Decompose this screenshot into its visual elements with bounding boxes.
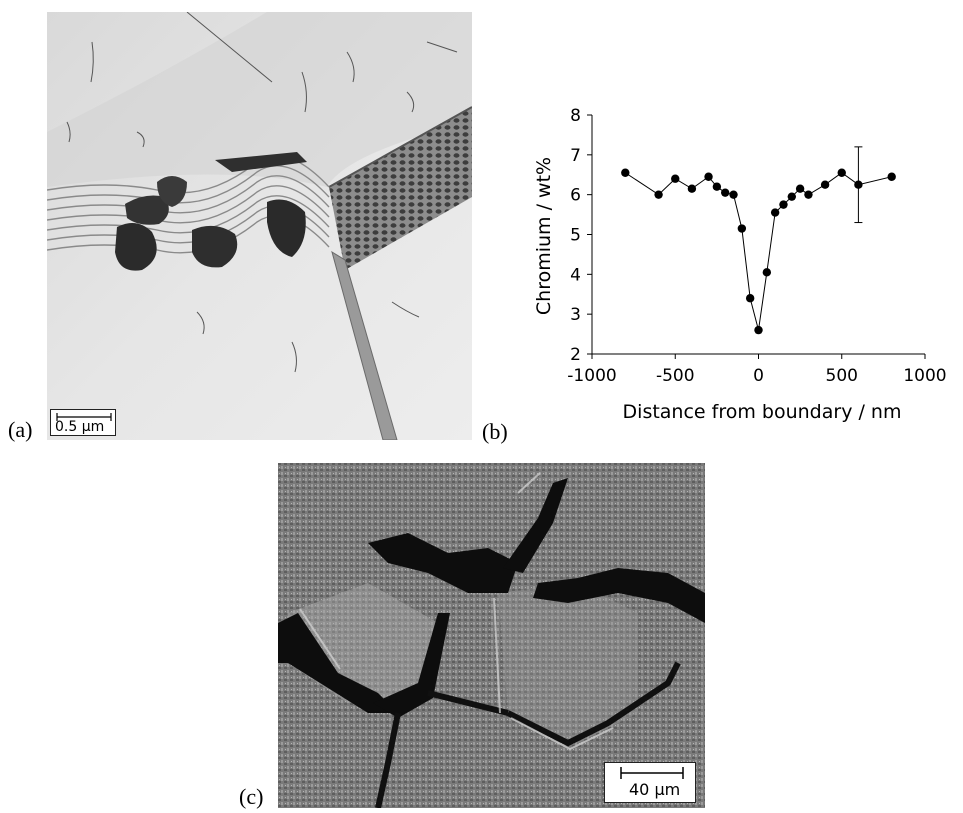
data-point [820, 180, 830, 189]
y-tick-label: 5 [570, 226, 581, 246]
chart-series [621, 146, 896, 335]
scale-bar-line-a [56, 413, 112, 421]
chart-axes [591, 115, 925, 355]
panel-label-a: (a) [8, 417, 33, 442]
data-point [837, 168, 846, 177]
panel-label-c: (c) [239, 784, 264, 809]
y-tick-label: 7 [570, 146, 581, 166]
data-point [787, 192, 796, 201]
data-point [654, 190, 663, 199]
panel-label-b: (b) [482, 419, 508, 444]
scale-bar-label-c: 40 µm [629, 780, 681, 799]
x-tick-label: 1000 [903, 366, 946, 386]
data-point [712, 182, 722, 191]
x-tick-label: 500 [826, 366, 858, 386]
data-point [671, 174, 680, 183]
data-point [729, 190, 738, 199]
data-point [804, 190, 813, 199]
chromium-profile-chart: 2 3 4 5 6 7 8 -1000 -500 0 500 1000 Distance from b… [533, 106, 947, 423]
scale-bar-line-c [620, 767, 684, 779]
data-point [737, 224, 747, 233]
data-point [854, 180, 863, 189]
data-point [745, 294, 755, 303]
y-axis-label: Chromium / wt% [533, 157, 555, 315]
series-line [625, 172, 892, 331]
x-axis-label: Distance from boundary / nm [623, 401, 902, 423]
y-tick-label: 8 [570, 106, 581, 126]
y-tick-label: 4 [570, 265, 581, 285]
y-tick-label: 3 [570, 305, 581, 325]
data-point [795, 184, 805, 193]
optical-micrograph-c: 40 µm [278, 463, 705, 809]
data-point [770, 208, 780, 217]
chart-ticks: 2 3 4 5 6 7 8 -1000 -500 0 500 1000 [567, 106, 946, 386]
scale-bar-label-a: 0.5 µm [55, 419, 105, 435]
optical-micrograph-drawing [278, 463, 705, 809]
data-point [754, 325, 763, 335]
scale-bar-a: 0.5 µm [50, 409, 116, 436]
data-point [762, 268, 772, 277]
tem-micrograph-drawing [46, 11, 473, 441]
data-point [704, 172, 713, 181]
data-point [721, 188, 730, 197]
data-point [779, 200, 788, 209]
data-point [887, 172, 896, 181]
y-tick-label: 2 [570, 345, 581, 365]
data-point [687, 184, 697, 193]
tem-micrograph-a: 0.5 µm [46, 11, 473, 441]
x-tick-label: -500 [656, 366, 695, 386]
y-tick-label: 6 [570, 186, 581, 206]
x-tick-label: -1000 [567, 366, 616, 386]
x-tick-label: 0 [753, 366, 764, 386]
data-point [621, 168, 630, 177]
scale-bar-c: 40 µm [604, 762, 696, 803]
